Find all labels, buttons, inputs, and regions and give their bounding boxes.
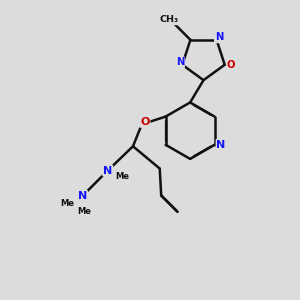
- Text: Me: Me: [60, 199, 74, 208]
- Text: CH₃: CH₃: [159, 15, 178, 24]
- Text: O: O: [227, 60, 236, 70]
- Text: Me: Me: [116, 172, 130, 181]
- Text: N: N: [217, 140, 226, 150]
- Text: N: N: [215, 32, 223, 42]
- Text: N: N: [78, 191, 87, 201]
- Text: Me: Me: [77, 207, 91, 216]
- Text: N: N: [176, 57, 184, 68]
- Text: O: O: [140, 117, 150, 127]
- Text: N: N: [103, 166, 112, 176]
